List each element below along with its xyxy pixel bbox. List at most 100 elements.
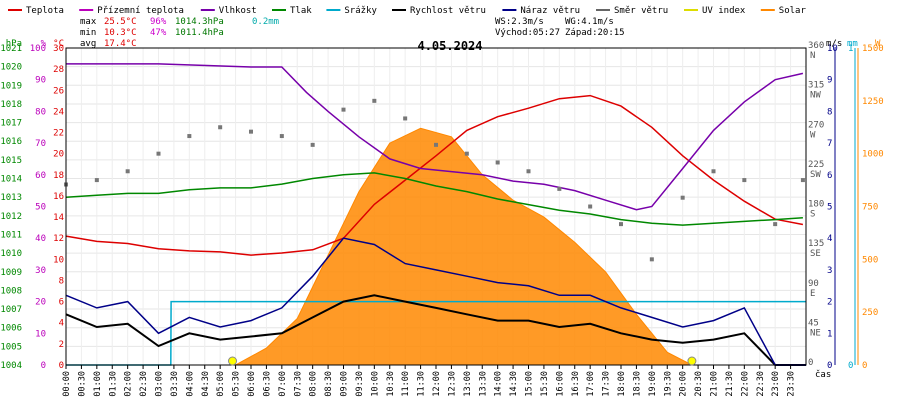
celsius-axis-tick: 24: [53, 107, 64, 117]
dir-axis-label: NW: [810, 91, 821, 101]
x-tick-label: 03:30: [170, 371, 180, 397]
dir-axis-label: E: [810, 289, 815, 299]
x-tick-label: 16:00: [555, 371, 565, 397]
wind-dir-point: [588, 204, 593, 209]
dir-axis-tick: 180: [808, 200, 824, 210]
x-tick-label: 17:00: [586, 371, 596, 397]
percent-axis-tick: 10: [35, 329, 46, 339]
x-tick-label: 06:00: [247, 371, 257, 397]
wind-dir-point: [372, 98, 377, 103]
wind-dir-point: [711, 169, 716, 174]
legend-label: Srážky: [344, 6, 377, 16]
percent-axis-tick: 90: [35, 76, 46, 86]
wind-dir-point: [156, 151, 161, 156]
hpa-axis-tick: 1007: [0, 305, 22, 315]
x-tick-label: 19:30: [663, 371, 673, 397]
celsius-axis-tick: 14: [53, 213, 64, 223]
watt-axis-tick: 500: [862, 255, 878, 265]
stat-avg-label: avg: [80, 39, 96, 49]
hpa-axis-tick: 1017: [0, 119, 22, 129]
dir-axis-tick: 90: [808, 279, 819, 289]
stat-avg-temp: 17.4°C: [104, 39, 137, 49]
axes: 1021102010191018101710161015101410131012…: [0, 39, 883, 371]
stat-max-label: max: [80, 17, 97, 27]
wind-dir-point: [649, 257, 654, 262]
celsius-axis-tick: 6: [59, 298, 64, 308]
wind-dir-point: [464, 151, 469, 156]
wind-dir-point: [403, 116, 408, 121]
percent-axis-tick: 60: [35, 171, 46, 181]
ms-axis-tick: 4: [827, 234, 832, 244]
hpa-axis-tick: 1015: [0, 156, 22, 166]
celsius-axis-tick: 20: [53, 150, 64, 160]
x-tick-label: 00:30: [77, 371, 87, 397]
stat-wg: WG:4.1m/s: [565, 17, 614, 27]
x-tick-label: 15:00: [525, 371, 535, 397]
hpa-axis-tick: 1021: [0, 44, 22, 54]
dir-axis-tick: 360: [808, 41, 824, 51]
legend-label: Solar: [779, 6, 807, 16]
wind-dir-point: [310, 142, 315, 147]
mm-axis-tick: 1: [848, 44, 853, 54]
x-tick-label: 04:30: [201, 371, 211, 397]
stats-panel: max 25.5°C 96% 1014.3hPa 0.2mm min 10.3°…: [80, 17, 625, 49]
legend-label: Vlhkost: [219, 6, 257, 16]
x-tick-label: 20:30: [694, 371, 704, 397]
dir-axis-tick: 45: [808, 318, 819, 328]
x-tick-label: 12:30: [447, 371, 457, 397]
x-tick-label: 13:30: [478, 371, 488, 397]
x-tick-label: 07:30: [293, 371, 303, 397]
dir-axis-label: N: [810, 51, 815, 61]
ms-axis-tick: 6: [827, 171, 832, 181]
dir-axis-label: NE: [810, 328, 821, 338]
stat-min-hum: 47%: [150, 28, 167, 38]
x-tick-label: 11:00: [401, 371, 411, 397]
wind-dir-point: [341, 107, 346, 112]
percent-axis-tick: 20: [35, 298, 46, 308]
wind-dir-point: [495, 160, 500, 165]
ms-axis-tick: 0: [827, 361, 832, 371]
x-tick-label: 10:00: [370, 371, 380, 397]
watt-axis-tick: 1000: [862, 150, 884, 160]
percent-axis-unit: %: [41, 39, 47, 49]
x-tick-label: 01:30: [108, 371, 118, 397]
x-tick-label: 08:30: [324, 371, 334, 397]
x-tick-label: 03:00: [155, 371, 165, 397]
hpa-axis-tick: 1009: [0, 268, 22, 278]
hpa-axis-tick: 1020: [0, 63, 22, 73]
celsius-axis-tick: 0: [59, 361, 64, 371]
x-tick-label: 00:00: [62, 371, 72, 397]
wind-dir-point: [526, 169, 531, 174]
series-line: [65, 172, 803, 226]
x-axis: 00:00 00:30 01:00 01:30 02:00 02:30 03:00 03:30…: [62, 365, 831, 397]
celsius-axis-tick: 18: [53, 171, 64, 181]
wind-dir-point: [557, 186, 562, 191]
wind-dir-point: [249, 129, 253, 134]
watt-axis-tick: 250: [862, 308, 878, 318]
x-tick-label: 18:30: [632, 371, 642, 397]
stat-min-temp: 10.3°C: [104, 28, 137, 38]
hpa-axis-unit: hPa: [6, 39, 22, 49]
hpa-axis-tick: 1016: [0, 137, 22, 147]
x-tick-label: 22:00: [740, 371, 750, 397]
x-tick-label: 22:30: [756, 371, 766, 397]
ms-axis-tick: 3: [827, 266, 832, 276]
hpa-axis-tick: 1010: [0, 249, 22, 259]
stat-max-temp: 25.5°C: [104, 17, 137, 27]
mm-axis-unit: mm: [847, 39, 858, 49]
watt-axis-tick: 1250: [862, 97, 884, 107]
hpa-axis-tick: 1013: [0, 193, 22, 203]
celsius-axis-tick: 26: [53, 86, 64, 96]
percent-axis-tick: 30: [35, 266, 46, 276]
x-tick-label: 17:30: [602, 371, 612, 397]
series-line: [66, 63, 804, 211]
celsius-axis-tick: 4: [59, 319, 64, 329]
watt-axis-tick: 1500: [862, 44, 884, 54]
mm-axis-tick: 0: [848, 361, 853, 371]
uv-marker: [228, 356, 237, 366]
x-tick-label: 15:30: [540, 371, 550, 397]
percent-axis-tick: 70: [35, 139, 46, 149]
dir-axis-tick: 135: [808, 239, 824, 249]
legend-label: UV index: [702, 6, 746, 16]
wind-dir-point: [279, 134, 284, 139]
